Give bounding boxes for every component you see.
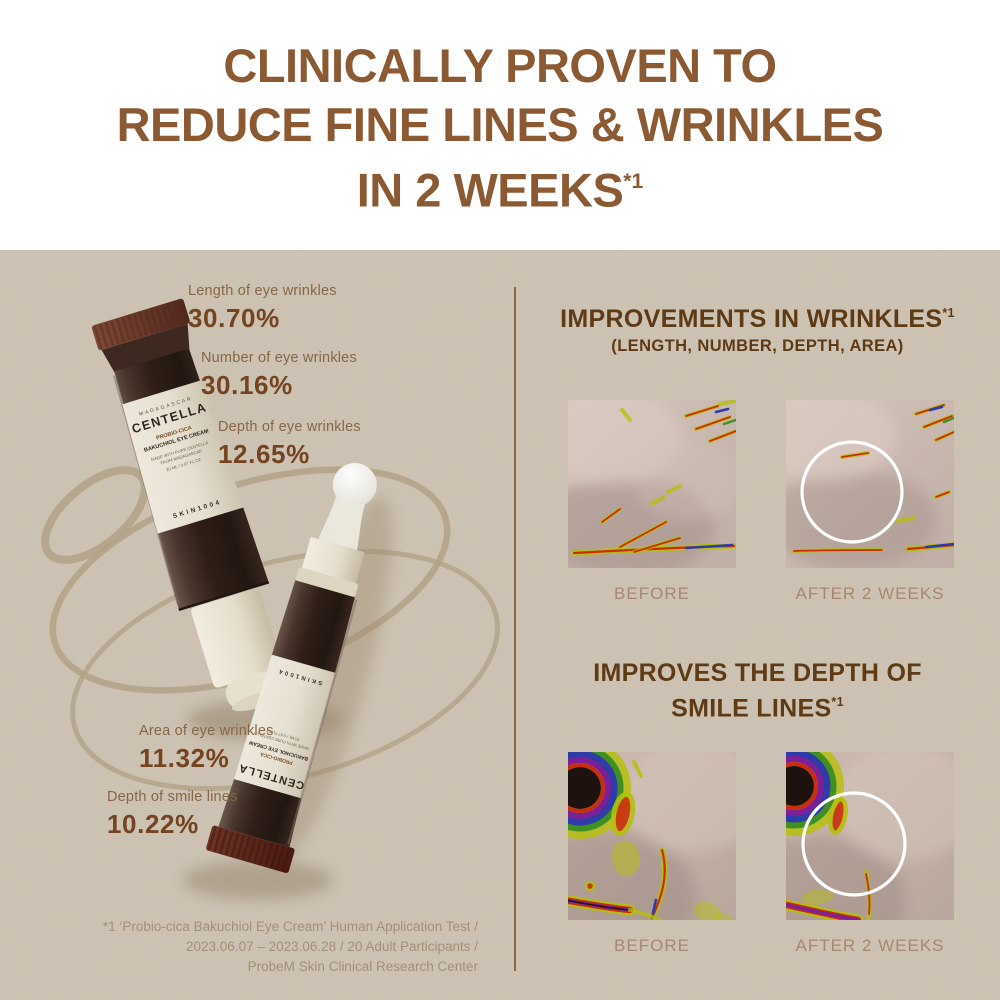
headline-line-3-text: IN 2 WEEKS	[356, 163, 624, 217]
wrinkles-after-image	[786, 400, 954, 568]
stat-label: Depth of smile lines	[107, 789, 238, 805]
smile-section-title: IMPROVES THE DEPTH OF SMILE LINES*1	[515, 658, 1000, 723]
smile-section-superscript: *1	[831, 695, 844, 709]
wrinkle-section-title-text: IMPROVEMENTS IN WRINKLES	[560, 305, 943, 333]
wrinkle-section-subtitle: (LENGTH, NUMBER, DEPTH, AREA)	[611, 337, 904, 355]
headline-line-2: REDUCE FINE LINES & WRINKLES	[116, 98, 884, 151]
stat-length-of-eye-wrinkles: Length of eye wrinkles 30.70%	[188, 283, 337, 334]
stat-depth-of-smile-lines: Depth of smile lines 10.22%	[107, 789, 238, 840]
smile-lines-after-image	[786, 752, 954, 920]
clinical-test-footnote: *1 ‘Probio-cica Bakuchiol Eye Cream’ Hum…	[8, 917, 478, 977]
wrinkles-before-image	[568, 400, 736, 568]
stat-label: Depth of eye wrinkles	[218, 419, 361, 435]
wrinkles-before-label: BEFORE	[614, 584, 690, 603]
headline-line-3: IN 2 WEEKS*1	[0, 154, 1000, 220]
stat-depth-of-eye-wrinkles: Depth of eye wrinkles 12.65%	[218, 419, 361, 470]
footnote-line-3: ProbeM Skin Clinical Research Center	[247, 959, 478, 974]
headline: CLINICALLY PROVEN TO REDUCE FINE LINES &…	[0, 0, 1000, 220]
highlight-circle	[801, 791, 907, 897]
footnote-line-1: *1 ‘Probio-cica Bakuchiol Eye Cream’ Hum…	[102, 919, 478, 934]
smile-line-marks	[786, 752, 872, 920]
stat-area-of-eye-wrinkles: Area of eye wrinkles 11.32%	[139, 723, 274, 774]
hero-section: CLINICALLY PROVEN TO REDUCE FINE LINES &…	[0, 0, 1000, 250]
smile-section-title-line-1: IMPROVES THE DEPTH OF	[593, 659, 922, 687]
wrinkle-section-title: IMPROVEMENTS IN WRINKLES*1	[515, 305, 1000, 334]
stat-value: 12.65%	[218, 439, 310, 469]
vertical-divider	[514, 287, 516, 971]
wrinkle-section-superscript: *1	[942, 305, 955, 320]
stat-label: Length of eye wrinkles	[188, 283, 337, 299]
headline-superscript: *1	[623, 170, 644, 193]
wrinkle-marks	[571, 400, 736, 556]
stat-value: 30.16%	[201, 370, 293, 400]
stat-value: 30.70%	[188, 303, 280, 333]
stat-value: 11.32%	[139, 743, 230, 773]
smile-line-marks	[568, 752, 734, 920]
wrinkles-after-label: AFTER 2 WEEKS	[795, 584, 945, 603]
headline-line-1: CLINICALLY PROVEN TO	[223, 39, 777, 92]
stat-label: Number of eye wrinkles	[201, 350, 357, 366]
smile-section-title-line-2: SMILE LINES*1	[515, 688, 1000, 723]
stat-value: 10.22%	[107, 809, 199, 839]
footnote-line-2: 2023.06.07 – 2023.06.28 / 20 Adult Parti…	[186, 939, 478, 954]
smile-lines-before-image	[568, 752, 736, 920]
smile-before-label: BEFORE	[614, 936, 690, 955]
wrinkle-marks	[792, 403, 954, 553]
smile-section-title-line-2-text: SMILE LINES	[671, 694, 832, 723]
highlight-circle	[800, 440, 904, 544]
stat-label: Area of eye wrinkles	[139, 723, 274, 739]
smile-after-label: AFTER 2 WEEKS	[795, 936, 945, 955]
stat-number-of-eye-wrinkles: Number of eye wrinkles 30.16%	[201, 350, 357, 401]
